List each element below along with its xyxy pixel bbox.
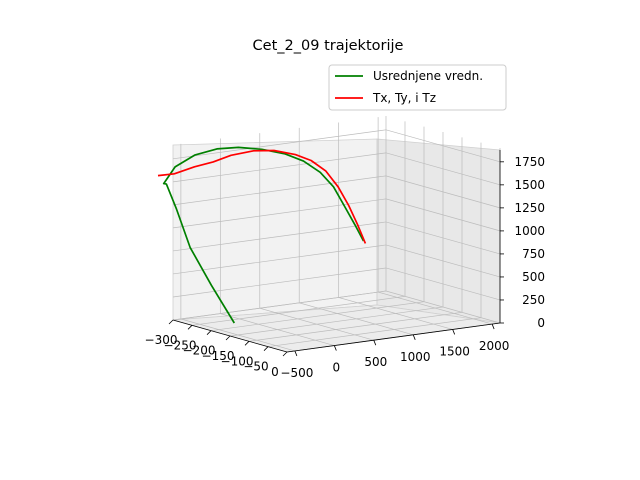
x-tick-mark bbox=[244, 341, 250, 346]
y-tick-label: 2000 bbox=[479, 339, 510, 353]
z-tick-label: 1000 bbox=[514, 224, 545, 238]
z-tick-label: 1500 bbox=[514, 178, 545, 192]
series-line-1 bbox=[157, 149, 367, 244]
x-tick-mark bbox=[187, 325, 193, 330]
legend-label-usrednjene: Usrednjene vredn. bbox=[373, 69, 483, 83]
x-tick-mark bbox=[206, 330, 212, 335]
z-grid-line bbox=[172, 221, 501, 255]
series-layer bbox=[157, 146, 367, 324]
y-tick-mark bbox=[294, 350, 298, 357]
z-axis-ticks: 0 250 500 750 1000 1250 1500 1750 bbox=[500, 155, 545, 330]
y-tick-mark bbox=[333, 345, 337, 351]
legend: Usrednjene vredn. Tx, Ty, i Tz bbox=[328, 64, 507, 111]
chart-title: Cet_2_09 trajektorije bbox=[253, 38, 404, 54]
y-tick-label: 0 bbox=[333, 361, 341, 375]
x-tick-label: 0 bbox=[271, 365, 279, 379]
z-grid-line bbox=[172, 129, 501, 163]
y-tick-mark bbox=[491, 323, 495, 330]
z-tick-label: 0 bbox=[537, 316, 545, 330]
x-tick-label: −50 bbox=[243, 360, 268, 374]
y-tick-label: 500 bbox=[364, 355, 387, 369]
x-tick-mark bbox=[263, 346, 269, 351]
y-axis-ticks: −500 0 500 1000 1500 2000 bbox=[280, 323, 510, 380]
x-tick-label: −150 bbox=[202, 349, 235, 363]
x-tick-label: −300 bbox=[145, 333, 178, 347]
z-grid-line bbox=[172, 152, 501, 186]
x-axis-ticks: −300−250−200−150−100−50 0 bbox=[145, 319, 288, 379]
series-line-0 bbox=[162, 146, 365, 324]
right-pane bbox=[376, 138, 501, 324]
z-grid-line bbox=[172, 175, 501, 209]
z-tick-label: 750 bbox=[522, 247, 545, 261]
x-tick-mark bbox=[168, 319, 174, 325]
z-grid-line bbox=[172, 244, 501, 278]
z-grid-line bbox=[172, 267, 501, 301]
z-tick-label: 1250 bbox=[514, 201, 545, 215]
x-tick-label: −250 bbox=[164, 338, 197, 352]
y-tick-label: 1000 bbox=[400, 350, 431, 364]
y-axis-line bbox=[286, 322, 501, 353]
z-tick-label: 500 bbox=[522, 270, 545, 284]
y-tick-label: 1500 bbox=[439, 344, 470, 358]
x-tick-mark bbox=[282, 351, 288, 357]
x-tick-mark bbox=[225, 335, 231, 341]
x-tick-label: −100 bbox=[221, 354, 254, 368]
z-tick-label: 1750 bbox=[514, 155, 545, 169]
legend-label-tx-ty-tz: Tx, Ty, i Tz bbox=[372, 91, 436, 105]
y-tick-mark bbox=[412, 334, 416, 340]
z-grid-line bbox=[172, 290, 501, 324]
legend-box bbox=[328, 64, 507, 111]
y-tick-label: −500 bbox=[280, 366, 313, 380]
y-tick-mark bbox=[373, 340, 377, 346]
z-tick-label: 250 bbox=[522, 293, 545, 307]
z-grid-line bbox=[172, 198, 501, 232]
y-tick-mark bbox=[452, 329, 456, 335]
x-tick-label: −200 bbox=[183, 344, 216, 358]
